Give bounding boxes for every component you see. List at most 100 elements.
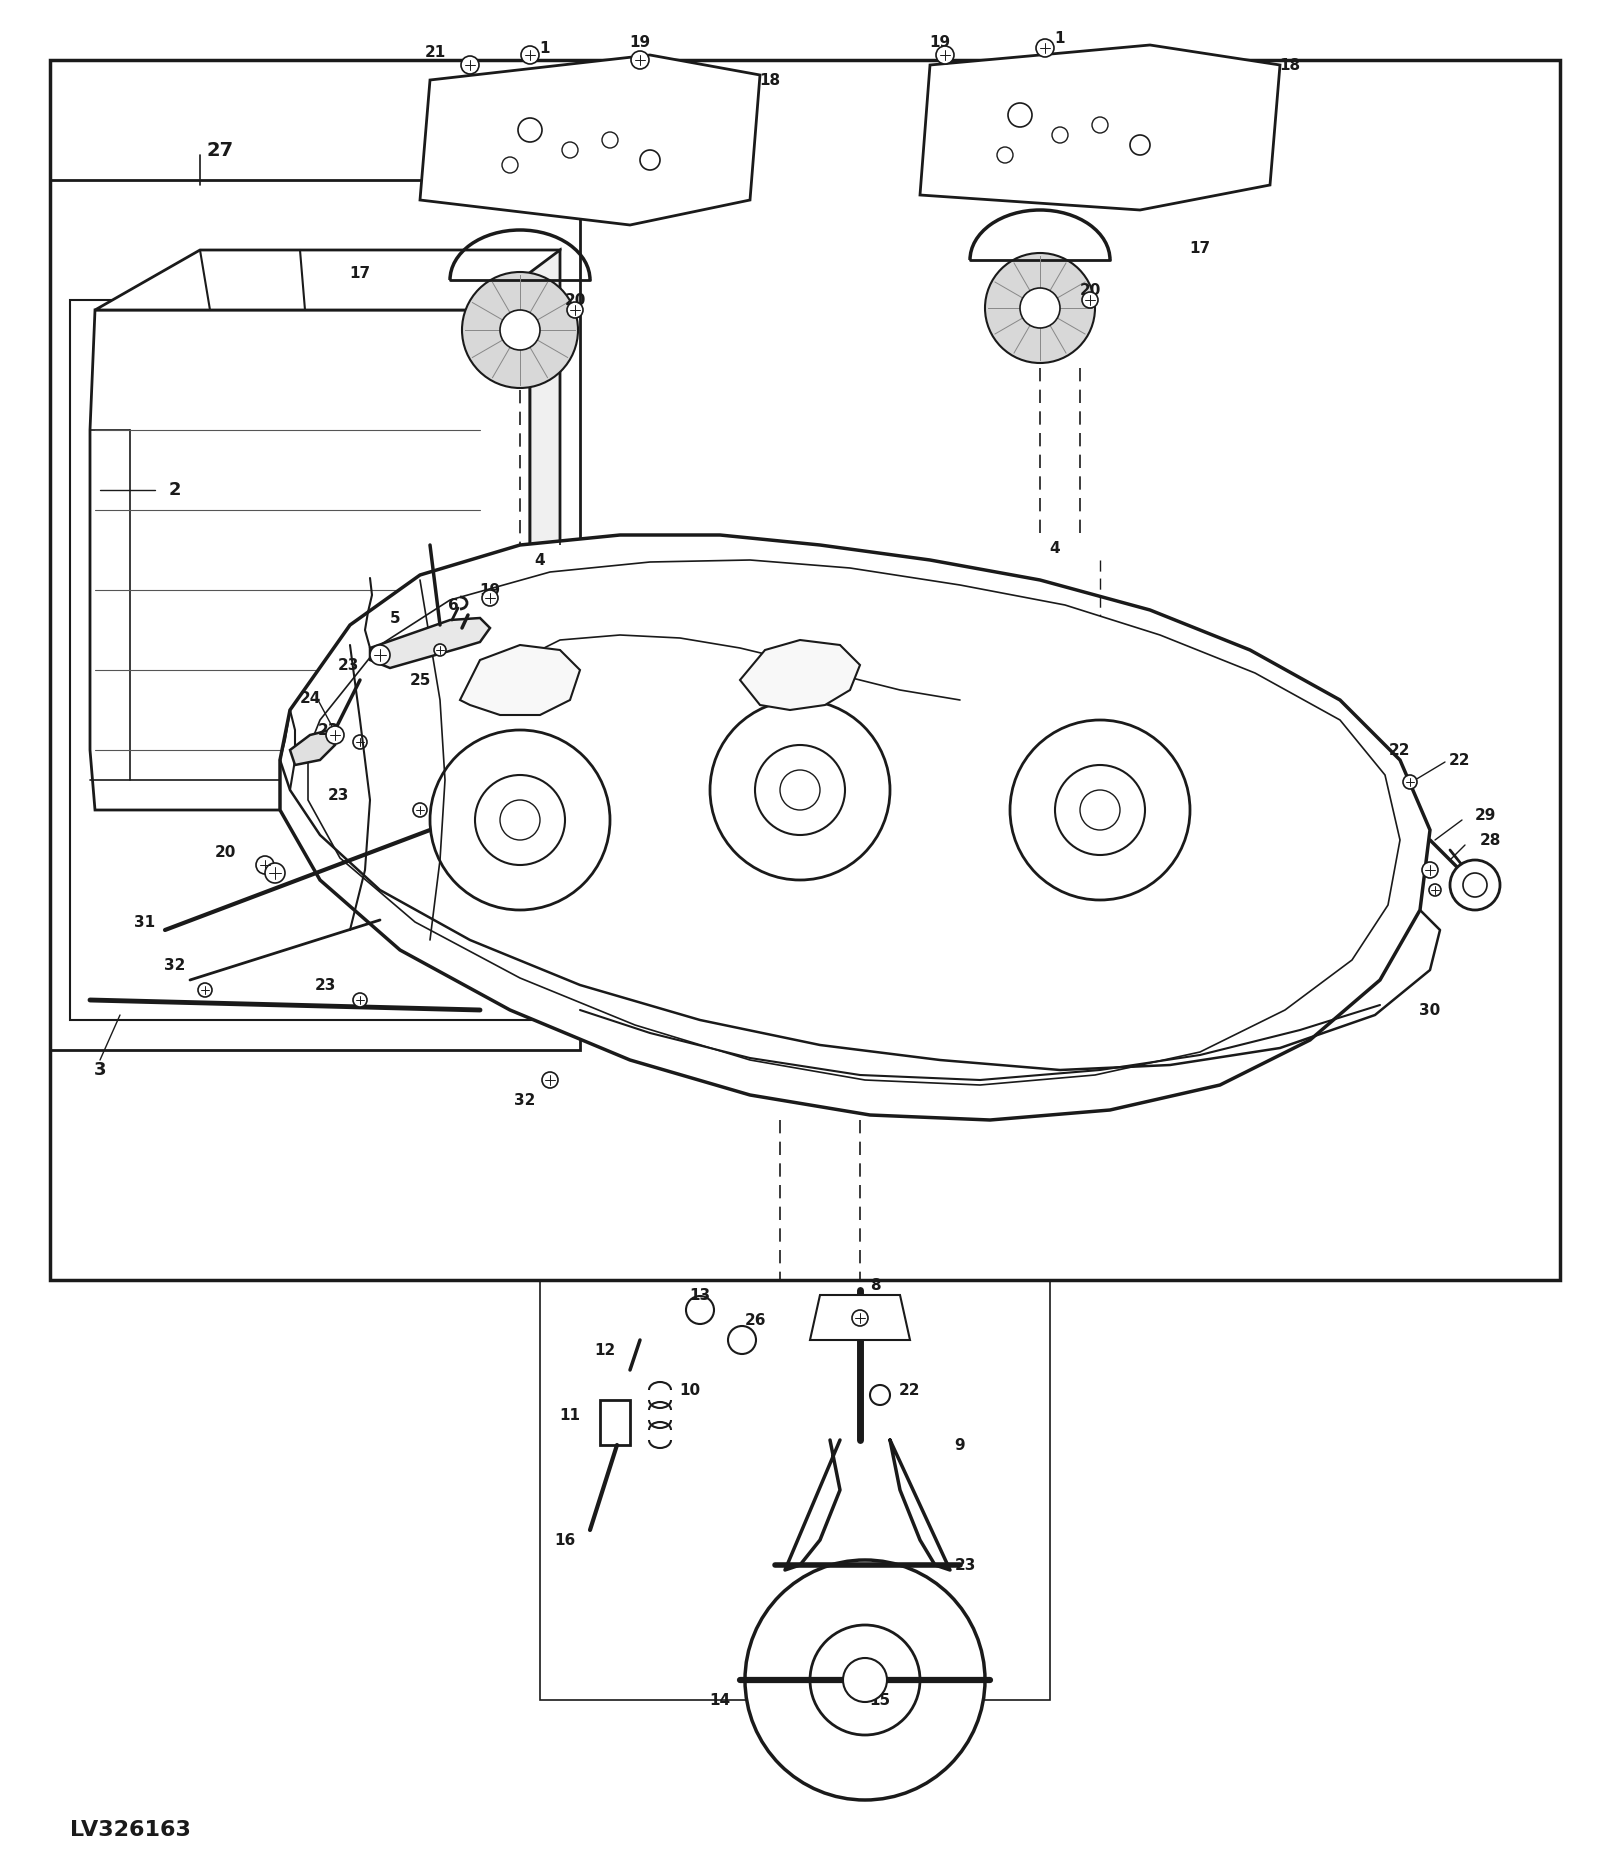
Text: 5: 5 [390,611,400,625]
Circle shape [198,984,213,997]
Text: 23: 23 [328,788,349,803]
Text: 22: 22 [1389,743,1411,758]
Polygon shape [741,640,861,709]
Circle shape [851,1311,867,1326]
Circle shape [522,47,539,63]
Polygon shape [309,560,1400,1085]
Circle shape [434,644,446,655]
Circle shape [1462,874,1486,896]
Circle shape [475,775,565,864]
Circle shape [986,254,1094,362]
Circle shape [326,726,344,745]
Text: 10: 10 [680,1382,701,1398]
Text: 22: 22 [1450,752,1470,767]
Circle shape [354,993,366,1006]
Polygon shape [280,536,1430,1120]
Text: 17: 17 [1189,241,1211,256]
Circle shape [1010,721,1190,900]
Circle shape [870,1385,890,1406]
Text: 30: 30 [1419,1003,1440,1018]
Circle shape [501,799,541,840]
Circle shape [1429,883,1442,896]
Polygon shape [920,45,1280,209]
Text: 3: 3 [94,1060,106,1079]
Text: 20: 20 [214,844,235,859]
Circle shape [686,1296,714,1324]
Text: 28: 28 [1480,833,1501,848]
Text: 14: 14 [709,1693,731,1708]
Circle shape [566,302,582,317]
Text: LV326163: LV326163 [70,1820,190,1841]
Text: 11: 11 [560,1408,581,1423]
Text: 20: 20 [1080,282,1101,297]
Circle shape [370,644,390,665]
Circle shape [562,142,578,159]
Text: 23: 23 [317,723,339,737]
Circle shape [755,745,845,835]
Text: 18: 18 [760,73,781,88]
Polygon shape [480,250,560,751]
Text: 12: 12 [594,1342,616,1357]
Text: 20: 20 [565,293,586,308]
Polygon shape [370,618,490,668]
Circle shape [843,1658,886,1703]
Text: 6: 6 [448,597,458,612]
Polygon shape [290,730,334,765]
Text: 13: 13 [690,1288,710,1303]
Text: 21: 21 [424,45,446,60]
Text: 24: 24 [299,691,320,706]
Polygon shape [600,1400,630,1445]
Circle shape [501,310,541,349]
Bar [541,1281,1050,1701]
Polygon shape [421,54,760,226]
Circle shape [1082,291,1098,308]
Polygon shape [810,1296,910,1341]
Text: 26: 26 [744,1313,766,1327]
Circle shape [502,157,518,174]
Bar [70,301,550,1019]
Text: 17: 17 [349,265,371,280]
Text: 19: 19 [930,34,950,50]
Circle shape [482,590,498,607]
Circle shape [461,56,478,75]
Circle shape [997,147,1013,162]
Circle shape [1053,127,1069,144]
Text: 8: 8 [870,1277,880,1292]
Circle shape [266,863,285,883]
Circle shape [781,769,819,810]
Text: 1: 1 [539,41,550,56]
Polygon shape [90,310,530,810]
Circle shape [1054,765,1146,855]
Text: 1: 1 [1054,30,1066,45]
Circle shape [430,730,610,909]
Circle shape [710,700,890,879]
Text: 4: 4 [534,553,546,568]
Circle shape [413,803,427,818]
Polygon shape [94,250,560,370]
Text: 4: 4 [1050,541,1061,556]
Circle shape [354,736,366,749]
Circle shape [1091,118,1107,133]
Circle shape [1450,861,1501,909]
Text: 22: 22 [899,1382,920,1398]
Circle shape [1021,288,1059,329]
Text: 9: 9 [955,1438,965,1453]
Circle shape [518,118,542,142]
Text: 23: 23 [314,978,336,993]
Text: 2: 2 [168,482,181,498]
Circle shape [746,1561,986,1800]
Text: 25: 25 [410,672,430,687]
Text: 29: 29 [1474,808,1496,823]
Circle shape [542,1072,558,1088]
Bar [50,179,579,1049]
Circle shape [1008,103,1032,127]
Text: 19: 19 [629,34,651,50]
Circle shape [1037,39,1054,58]
Circle shape [1130,134,1150,155]
Polygon shape [461,644,581,715]
Circle shape [602,133,618,147]
Text: 7: 7 [448,622,458,637]
Circle shape [256,855,274,874]
Text: 16: 16 [554,1533,576,1548]
Circle shape [630,50,650,69]
